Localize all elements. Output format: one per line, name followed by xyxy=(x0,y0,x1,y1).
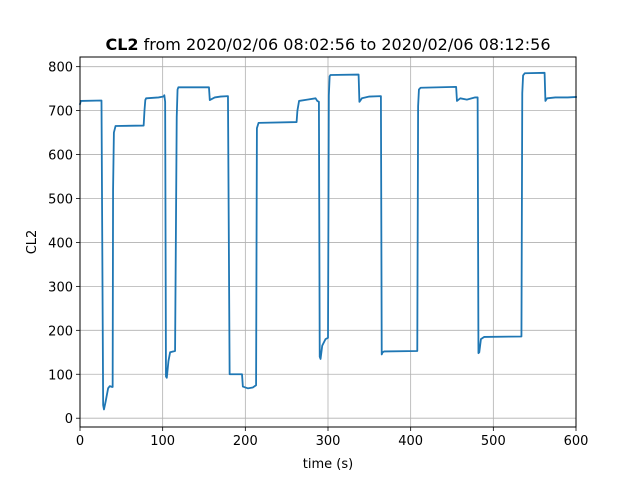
series-group xyxy=(78,71,577,411)
x-tick-label: 0 xyxy=(76,434,84,449)
y-tick-label: 400 xyxy=(48,236,73,251)
y-tick-label: 0 xyxy=(65,412,73,427)
x-tick-label: 300 xyxy=(316,434,341,449)
series-line xyxy=(78,71,577,411)
y-tick-label: 700 xyxy=(48,105,73,120)
y-axis: 0 100 200 300 400 500 600 700 800 xyxy=(48,61,80,427)
x-tick-label: 100 xyxy=(150,434,175,449)
y-tick-label: 100 xyxy=(48,368,73,383)
chart-title-bold: CL2 xyxy=(105,35,138,54)
y-tick-label: 800 xyxy=(48,61,73,76)
x-axis-label: time (s) xyxy=(303,457,353,472)
y-tick-label: 500 xyxy=(48,192,73,207)
y-tick-label: 600 xyxy=(48,149,73,164)
chart-title: CL2 from 2020/02/06 08:02:56 to 2020/02/… xyxy=(105,35,550,54)
x-tick-label: 400 xyxy=(398,434,423,449)
x-tick-label: 500 xyxy=(481,434,506,449)
y-tick-label: 200 xyxy=(48,324,73,339)
x-tick-label: 600 xyxy=(564,434,589,449)
x-tick-label: 200 xyxy=(233,434,258,449)
chart-title-rest: from 2020/02/06 08:02:56 to 2020/02/06 0… xyxy=(139,35,551,54)
y-axis-label: CL2 xyxy=(25,230,40,255)
x-axis: 0 100 200 300 400 500 600 xyxy=(76,427,589,449)
y-tick-label: 300 xyxy=(48,280,73,295)
